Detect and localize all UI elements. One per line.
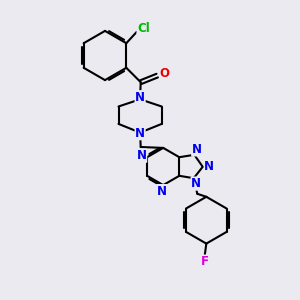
Text: N: N (135, 127, 145, 140)
Text: N: N (135, 91, 145, 104)
Text: N: N (204, 160, 214, 173)
Text: Cl: Cl (137, 22, 150, 35)
Text: O: O (160, 67, 170, 80)
Text: N: N (192, 143, 202, 156)
Text: N: N (191, 177, 201, 190)
Text: N: N (137, 149, 147, 162)
Text: F: F (201, 255, 209, 268)
Text: N: N (157, 184, 167, 198)
